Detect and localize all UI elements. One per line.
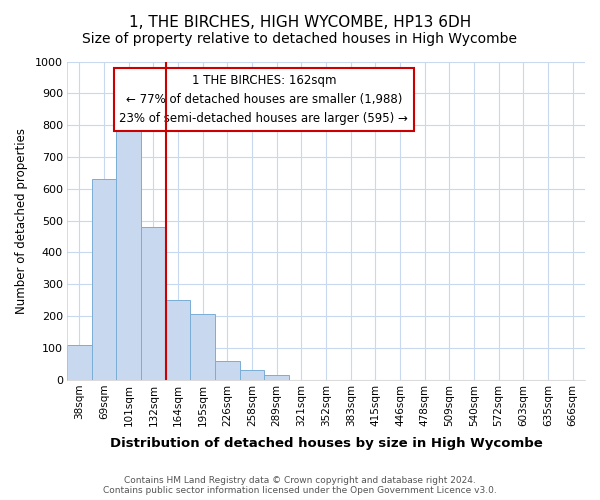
Bar (215, 360, 240, 380)
Bar (240, 370, 265, 380)
Text: 1, THE BIRCHES, HIGH WYCOMBE, HP13 6DH: 1, THE BIRCHES, HIGH WYCOMBE, HP13 6DH (129, 15, 471, 30)
X-axis label: Distribution of detached houses by size in High Wycombe: Distribution of detached houses by size … (110, 437, 542, 450)
Text: 1 THE BIRCHES: 162sqm
← 77% of detached houses are smaller (1,988)
23% of semi-d: 1 THE BIRCHES: 162sqm ← 77% of detached … (119, 74, 409, 125)
Text: Size of property relative to detached houses in High Wycombe: Size of property relative to detached ho… (83, 32, 517, 46)
Bar (166, 300, 190, 380)
Bar (190, 314, 215, 380)
Bar (116, 125, 141, 380)
Bar (67, 344, 92, 380)
Text: Contains HM Land Registry data © Crown copyright and database right 2024.
Contai: Contains HM Land Registry data © Crown c… (103, 476, 497, 495)
Y-axis label: Number of detached properties: Number of detached properties (15, 128, 28, 314)
Bar (265, 375, 289, 380)
Bar (141, 227, 166, 380)
Bar (92, 179, 116, 380)
